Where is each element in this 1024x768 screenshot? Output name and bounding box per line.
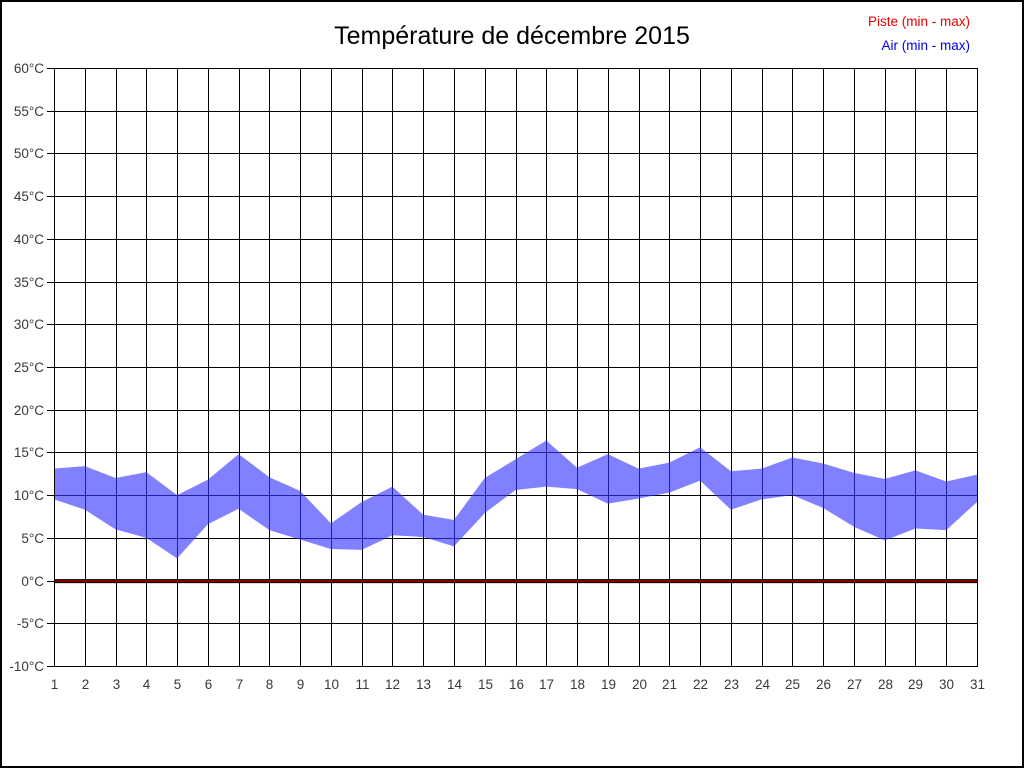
- chart-title: Température de décembre 2015: [334, 22, 690, 50]
- x-axis-label: 28: [878, 677, 893, 692]
- x-axis-label: 5: [174, 677, 182, 692]
- x-axis-label: 20: [632, 677, 647, 692]
- x-axis-label: 2: [82, 677, 90, 692]
- y-axis-label: -5°C: [17, 616, 44, 631]
- x-axis-label: 1: [51, 677, 59, 692]
- x-axis-label: 6: [205, 677, 213, 692]
- x-axis-label: 23: [724, 677, 739, 692]
- legend-item-air: Air (min - max): [881, 38, 971, 53]
- y-axis-label: 45°C: [14, 189, 44, 204]
- x-axis-label: 4: [143, 677, 151, 692]
- x-axis-label: 17: [539, 677, 554, 692]
- x-axis-label: 15: [478, 677, 493, 692]
- x-axis-label: 16: [509, 677, 524, 692]
- x-axis-label: 11: [355, 677, 369, 692]
- x-axis-label: 19: [601, 677, 616, 692]
- x-axis-label: 31: [970, 677, 985, 692]
- y-axis-label: 35°C: [14, 275, 44, 290]
- x-axis-label: 24: [755, 677, 771, 692]
- x-axis-label: 27: [847, 677, 862, 692]
- x-axis-label: 7: [236, 677, 244, 692]
- y-axis-label: 10°C: [14, 488, 44, 503]
- y-axis-label: 25°C: [14, 360, 44, 375]
- x-axis-label: 14: [447, 677, 463, 692]
- x-axis-label: 8: [266, 677, 274, 692]
- y-axis-label: 15°C: [14, 445, 44, 460]
- x-axis-label: 9: [297, 677, 305, 692]
- y-axis-label: 55°C: [14, 104, 44, 119]
- x-axis-label: 26: [816, 677, 831, 692]
- x-axis-label: 3: [113, 677, 121, 692]
- y-axis-label: 20°C: [14, 403, 44, 418]
- legend: Piste (min - max) Air (min - max): [868, 10, 970, 58]
- plot-border: [54, 68, 978, 667]
- x-axis-label: 10: [324, 677, 339, 692]
- y-axis-label: -10°C: [9, 659, 44, 674]
- x-axis-label: 18: [570, 677, 585, 692]
- y-axis-label: 5°C: [21, 531, 44, 546]
- y-axis-label: 50°C: [14, 146, 44, 161]
- legend-item-piste: Piste (min - max): [867, 14, 970, 29]
- x-axis-label: 12: [385, 677, 400, 692]
- x-axis-label: 21: [662, 677, 677, 692]
- x-axis-label: 30: [939, 677, 954, 692]
- y-axis-label: 0°C: [21, 574, 44, 589]
- x-axis-label: 22: [693, 677, 708, 692]
- air-minmax-band: [54, 440, 977, 559]
- y-axis-label: 60°C: [14, 61, 44, 76]
- x-axis-label: 13: [416, 677, 431, 692]
- x-axis-label: 29: [908, 677, 923, 692]
- y-axis-label: 40°C: [14, 232, 44, 247]
- x-axis-label: 25: [785, 677, 800, 692]
- y-axis-label: 30°C: [14, 317, 44, 332]
